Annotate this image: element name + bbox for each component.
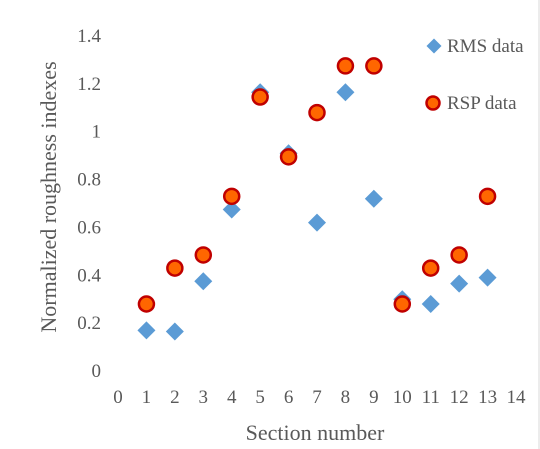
y-tick-label: 0.4 bbox=[77, 265, 101, 286]
x-tick-label: 8 bbox=[341, 387, 351, 408]
y-tick-label: 0 bbox=[92, 361, 102, 382]
y-axis-ticks: 0 0.2 0.4 0.6 0.8 1 1.2 1.4 bbox=[77, 26, 101, 382]
legend-label-rsp: RSP data bbox=[447, 93, 517, 114]
rsp-data-point bbox=[450, 246, 468, 264]
y-tick-label: 1 bbox=[92, 122, 102, 143]
legend-item-rsp: RSP data bbox=[425, 93, 517, 114]
rms-data-point bbox=[165, 322, 184, 341]
y-tick-label: 0.8 bbox=[77, 170, 101, 191]
x-tick-label: 5 bbox=[255, 387, 265, 408]
rsp-data-point bbox=[365, 57, 383, 75]
rms-data-point bbox=[421, 295, 440, 313]
x-axis-title: Section number bbox=[246, 420, 385, 445]
rsp-data-point bbox=[137, 295, 156, 313]
rms-data-point bbox=[478, 268, 497, 287]
rsp-data-point bbox=[194, 246, 213, 264]
legend-marker-rms-diamond-icon bbox=[426, 38, 442, 54]
series-rsp-data bbox=[137, 57, 497, 313]
rms-data-point bbox=[450, 274, 469, 293]
rms-data-point bbox=[222, 200, 241, 219]
x-tick-label: 11 bbox=[422, 387, 440, 408]
x-tick-label: 7 bbox=[312, 387, 322, 408]
rsp-data-point bbox=[222, 187, 241, 206]
rsp-data-point bbox=[279, 148, 298, 166]
y-axis-title: Normalized roughness indexes bbox=[36, 61, 61, 332]
legend-item-rms: RMS data bbox=[426, 36, 524, 57]
x-tick-label: 2 bbox=[170, 387, 180, 408]
x-tick-label: 3 bbox=[199, 387, 209, 408]
rms-data-point bbox=[137, 321, 156, 340]
x-tick-label: 1 bbox=[142, 387, 152, 408]
legend: RMS data RSP data bbox=[425, 36, 524, 114]
x-tick-label: 0 bbox=[113, 387, 123, 408]
rsp-data-point bbox=[478, 187, 497, 206]
rms-data-point bbox=[336, 83, 355, 102]
rsp-data-point bbox=[166, 259, 184, 277]
x-tick-label: 4 bbox=[227, 387, 237, 408]
y-tick-label: 0.2 bbox=[77, 313, 101, 334]
rsp-data-point bbox=[336, 57, 355, 75]
x-tick-label: 10 bbox=[393, 387, 412, 408]
x-axis-ticks: 0 1 2 3 4 5 6 7 8 9 10 11 12 13 14 bbox=[113, 387, 526, 408]
rms-data-point bbox=[308, 213, 326, 232]
rsp-data-point bbox=[308, 103, 326, 122]
y-tick-label: 1.4 bbox=[77, 26, 101, 47]
legend-label-rms: RMS data bbox=[447, 36, 524, 57]
rms-data-point bbox=[194, 272, 213, 291]
y-tick-label: 1.2 bbox=[77, 74, 101, 95]
series-rms-data bbox=[137, 83, 497, 341]
x-tick-label: 12 bbox=[450, 387, 469, 408]
rsp-data-point bbox=[251, 88, 269, 106]
x-tick-label: 13 bbox=[478, 387, 497, 408]
legend-marker-rsp-circle-icon bbox=[425, 95, 441, 111]
x-tick-label: 9 bbox=[369, 387, 379, 408]
y-tick-label: 0.6 bbox=[77, 217, 101, 238]
x-tick-label: 14 bbox=[507, 387, 527, 408]
x-tick-label: 6 bbox=[284, 387, 294, 408]
rsp-data-point bbox=[393, 295, 412, 313]
rsp-data-point bbox=[421, 259, 440, 277]
rms-data-point bbox=[364, 189, 383, 208]
